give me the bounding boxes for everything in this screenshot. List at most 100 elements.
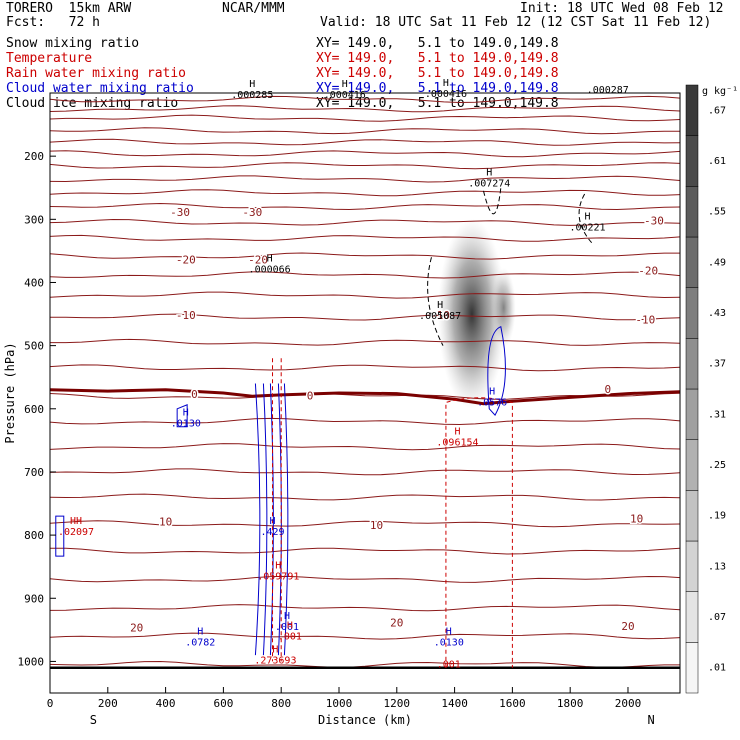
isotherm-line [49,392,681,400]
max-value-label: .007274 [468,178,510,189]
isotherm-label: 0 [604,383,611,396]
x-tick-label: 1200 [384,697,411,710]
isotherm-line [49,189,681,197]
max-value-label: .059791 [257,571,299,582]
legend-level-label: .67 [708,105,726,116]
max-marker: HH [70,516,82,527]
isotherm-label: 10 [370,519,383,532]
max-marker: H [275,560,281,571]
max-marker: H [342,79,348,90]
legend-level-label: .55 [708,207,726,218]
legend-level-label: .37 [708,359,726,370]
cloud-ice-contour [427,187,594,346]
y-tick-label: 400 [24,276,44,289]
north-label: N [647,713,654,727]
snow-shading [437,219,506,410]
isotherm-label: 20 [130,622,143,635]
isotherm-line [49,364,681,372]
valid-time: Valid: 18 UTC Sat 11 Feb 12 (12 CST Sat … [320,15,712,30]
max-value-label: .0130 [434,638,464,649]
isotherm-line [50,547,681,555]
isotherm-line [49,291,681,299]
rain-water-contour [272,358,282,662]
legend-swatch [685,490,699,542]
x-axis-title: Distance (km) [318,713,412,727]
isotherm-line [49,150,681,158]
legend-swatch [685,236,699,288]
isotherm-line [50,338,681,346]
max-value-label: .0782 [185,638,215,649]
isotherm-line [49,575,681,583]
isotherm-line [49,114,681,122]
legend-swatch [685,642,699,694]
legend-swatch [685,388,699,440]
isotherm-label: -20 [638,264,658,277]
max-value-label: .000416 [425,89,467,100]
max-value-label: .000287 [587,85,629,96]
y-tick-label: 700 [24,466,44,479]
max-value-label: .0576 [477,398,507,409]
snow-shading [491,267,516,348]
max-marker: H [287,620,293,631]
isotherm-line [49,105,681,113]
max-marker: H [446,627,452,638]
org-label: NCAR/MMM [222,1,285,16]
isotherm-line [49,175,681,183]
max-marker: H [486,167,492,178]
max-value-label: .001 [437,660,461,671]
forecast-hour: Fcst: 72 h [6,15,100,30]
y-tick-label: 500 [24,340,44,353]
isotherm-label: 10 [630,512,643,525]
legend-level-label: .07 [708,612,726,623]
x-tick-label: 2000 [615,697,642,710]
isotherm-line [49,234,681,242]
max-value-label: .273693 [254,655,296,666]
isotherm-line [49,417,681,426]
isotherm-line [49,443,681,451]
max-marker: H [197,627,203,638]
field-name: Rain water mixing ratio [6,66,187,81]
x-tick-label: 1600 [499,697,526,710]
max-value-label: .0130 [171,418,201,429]
max-marker: H [249,79,255,90]
x-tick-label: 1800 [557,697,584,710]
isotherm-line [49,138,681,146]
legend-level-label: .61 [708,156,726,167]
isotherm-line [49,252,680,260]
legend-swatch [685,439,699,491]
legend-swatch [685,186,699,238]
isotherm-line [49,162,681,170]
x-tick-label: 600 [213,697,233,710]
y-axis-title: Pressure (hPa) [3,342,17,443]
legend-swatch [685,287,699,339]
isotherm-label: 20 [621,620,634,633]
legend-swatch [685,591,699,643]
legend-swatch [685,540,699,592]
isotherm-label: -10 [430,309,450,322]
legend-level-label: .01 [708,663,726,674]
field-coordinates: XY= 149.0, 5.1 to 149.0,149.8 [316,66,559,81]
cloud-water-contour [283,383,289,656]
max-marker: H [272,644,278,655]
isotherm-line [49,271,681,279]
y-tick-label: 300 [24,213,44,226]
legend-swatch [685,84,699,136]
rain-water-contour [445,397,513,668]
field-name: Temperature [6,51,93,66]
legend-unit: g kg⁻¹ [702,86,738,97]
x-tick-label: 400 [156,697,176,710]
max-value-label: .000416 [324,90,366,101]
y-tick-label: 600 [24,403,44,416]
cloud-water-contour [55,515,65,557]
legend-swatch [685,338,699,390]
cloud-water-contour [254,383,261,656]
isotherm-label: -30 [170,206,190,219]
isotherm-label: 0 [191,388,198,401]
legend-swatch [685,135,699,187]
cloud-water-contour [176,404,188,428]
isotherm-label: 0 [307,389,314,402]
isotherm-label: -20 [248,254,268,267]
isotherm-line [49,493,681,501]
field-name: Snow mixing ratio [6,36,140,51]
